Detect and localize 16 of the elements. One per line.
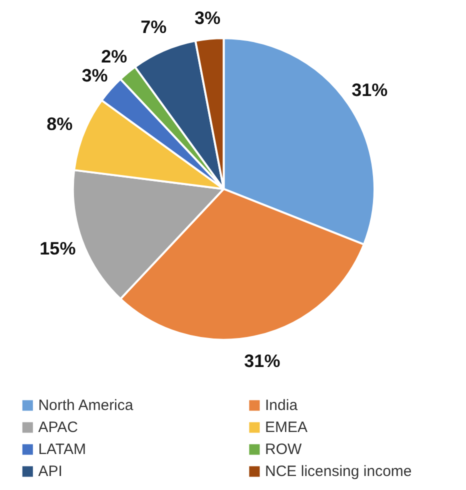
legend-label: NCE licensing income [265,463,412,480]
data-label: 3% [82,65,108,86]
legend-label: ROW [265,440,303,458]
legend-label: India [265,396,298,414]
data-label: 7% [140,17,167,38]
legend-label: API [38,463,62,480]
data-label: 31% [244,351,280,372]
data-label: 31% [352,80,388,100]
legend-label: North America [38,396,134,414]
data-label: 2% [101,46,128,67]
legend-label: APAC [38,418,78,436]
data-label: 8% [46,114,73,134]
data-label: 3% [194,8,221,28]
legend-label: EMEA [265,418,308,436]
data-label: 15% [40,238,76,259]
legend-label: LATAM [38,440,86,458]
